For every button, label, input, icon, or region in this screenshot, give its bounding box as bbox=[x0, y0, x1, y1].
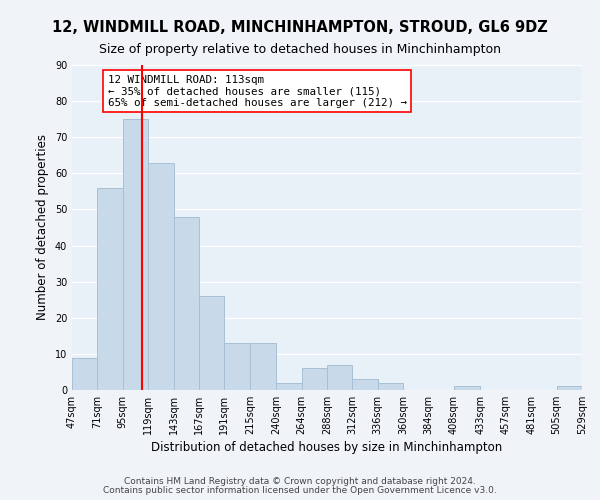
Bar bbox=[123, 119, 148, 390]
Text: 12 WINDMILL ROAD: 113sqm
← 35% of detached houses are smaller (115)
65% of semi-: 12 WINDMILL ROAD: 113sqm ← 35% of detach… bbox=[108, 74, 407, 108]
Bar bbox=[276, 383, 302, 390]
Bar bbox=[148, 162, 173, 390]
Text: Size of property relative to detached houses in Minchinhampton: Size of property relative to detached ho… bbox=[99, 42, 501, 56]
Bar bbox=[97, 188, 123, 390]
Bar bbox=[352, 379, 378, 390]
Bar bbox=[72, 358, 97, 390]
Text: Contains HM Land Registry data © Crown copyright and database right 2024.: Contains HM Land Registry data © Crown c… bbox=[124, 477, 476, 486]
Text: Contains public sector information licensed under the Open Government Licence v3: Contains public sector information licen… bbox=[103, 486, 497, 495]
Bar bbox=[454, 386, 481, 390]
Bar bbox=[302, 368, 327, 390]
Text: 12, WINDMILL ROAD, MINCHINHAMPTON, STROUD, GL6 9DZ: 12, WINDMILL ROAD, MINCHINHAMPTON, STROU… bbox=[52, 20, 548, 35]
Bar bbox=[378, 383, 403, 390]
Bar bbox=[557, 386, 582, 390]
Bar bbox=[173, 216, 199, 390]
Y-axis label: Number of detached properties: Number of detached properties bbox=[36, 134, 49, 320]
Bar bbox=[199, 296, 224, 390]
X-axis label: Distribution of detached houses by size in Minchinhampton: Distribution of detached houses by size … bbox=[151, 441, 503, 454]
Bar bbox=[250, 343, 276, 390]
Bar bbox=[224, 343, 250, 390]
Bar bbox=[327, 364, 352, 390]
